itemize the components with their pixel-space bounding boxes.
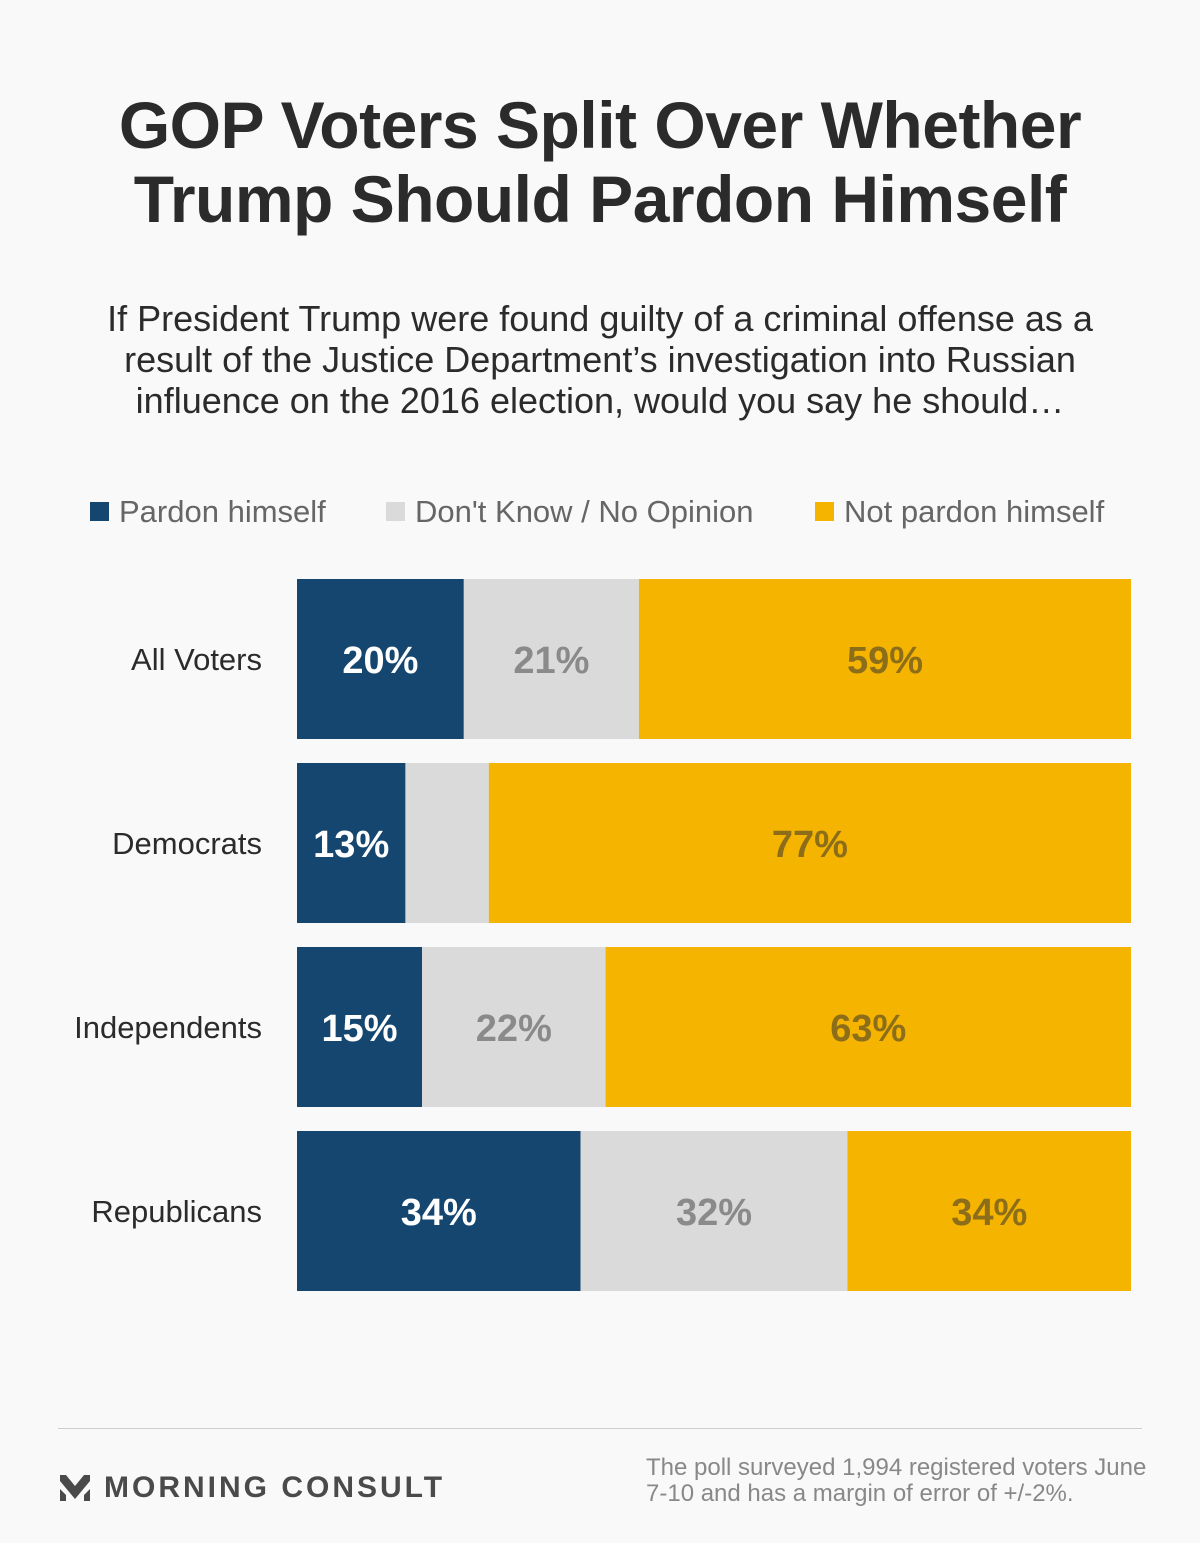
morning-consult-logo: MORNING CONSULT xyxy=(60,1470,445,1506)
bar-segment-all-voters-not-pardon-himself xyxy=(638,579,1131,739)
bar-segment-independents-pardon-himself xyxy=(297,947,423,1107)
footer-divider xyxy=(58,1428,1142,1429)
legend-label-not-pardon: Not pardon himself xyxy=(844,494,1105,529)
bar-segment-democrats-pardon-himself xyxy=(297,763,406,923)
data-label-independents-not-pardon-himself: 63% xyxy=(830,1008,906,1050)
legend-swatch-pardon xyxy=(90,502,109,521)
bar-segment-democrats-don-t-know-no-opinion xyxy=(405,763,489,923)
data-label-democrats-not-pardon-himself: 77% xyxy=(772,824,848,866)
data-label-independents-pardon-himself: 15% xyxy=(322,1008,398,1050)
legend-swatch-dont-know xyxy=(386,502,405,521)
bar-segment-democrats-not-pardon-himself xyxy=(488,763,1131,923)
data-label-all-voters-not-pardon-himself: 59% xyxy=(847,640,923,682)
chart-title: GOP Voters Split Over Whether Trump Shou… xyxy=(0,88,1200,236)
data-label-republicans-don-t-know-no-opinion: 32% xyxy=(676,1192,752,1234)
category-label-democrats: Democrats xyxy=(112,826,262,861)
data-label-democrats-pardon-himself: 13% xyxy=(313,824,389,866)
chart-legend: Pardon himself Don't Know / No Opinion N… xyxy=(90,494,1150,534)
bar-segment-independents-don-t-know-no-opinion xyxy=(422,947,606,1107)
legend-item-pardon: Pardon himself xyxy=(90,494,326,530)
category-label-republicans: Republicans xyxy=(91,1194,262,1229)
data-label-republicans-pardon-himself: 34% xyxy=(401,1192,477,1234)
methodology-note-line-2: 7-10 and has a margin of error of +/-2%. xyxy=(646,1480,1074,1507)
data-label-all-voters-pardon-himself: 20% xyxy=(342,640,418,682)
legend-item-dont-know: Don't Know / No Opinion xyxy=(386,494,754,530)
legend-label-pardon: Pardon himself xyxy=(119,494,326,529)
logo-wordmark: MORNING CONSULT xyxy=(104,1471,446,1504)
bar-segment-republicans-not-pardon-himself xyxy=(847,1131,1131,1291)
category-label-independents: Independents xyxy=(74,1010,262,1045)
title-line-2: Trump Should Pardon Himself xyxy=(133,162,1067,236)
title-line-1: GOP Voters Split Over Whether xyxy=(118,88,1082,162)
category-label-all-voters: All Voters xyxy=(131,642,262,677)
legend-item-not-pardon: Not pardon himself xyxy=(815,494,1104,530)
bar-segment-republicans-don-t-know-no-opinion xyxy=(580,1131,848,1291)
data-label-independents-don-t-know-no-opinion: 22% xyxy=(476,1008,552,1050)
methodology-note: The poll surveyed 1,994 registered voter… xyxy=(646,1455,1166,1507)
methodology-note-line-1: The poll surveyed 1,994 registered voter… xyxy=(646,1454,1147,1481)
legend-label-dont-know: Don't Know / No Opinion xyxy=(415,494,754,529)
bar-segment-republicans-pardon-himself xyxy=(297,1131,581,1291)
bar-segment-all-voters-pardon-himself xyxy=(297,579,464,739)
bar-segment-independents-not-pardon-himself xyxy=(605,947,1131,1107)
data-label-all-voters-don-t-know-no-opinion: 21% xyxy=(513,640,589,682)
bar-segment-all-voters-don-t-know-no-opinion xyxy=(463,579,639,739)
morning-consult-logo-icon xyxy=(60,1475,90,1501)
stacked-bar-chart: All Voters 20% 21% 59% Democrats 13% 77% Indepe… xyxy=(74,579,1131,1291)
survey-question: If President Trump were found guilty of … xyxy=(107,298,1093,421)
legend-swatch-not-pardon xyxy=(815,502,834,521)
data-label-republicans-not-pardon-himself: 34% xyxy=(951,1192,1027,1234)
